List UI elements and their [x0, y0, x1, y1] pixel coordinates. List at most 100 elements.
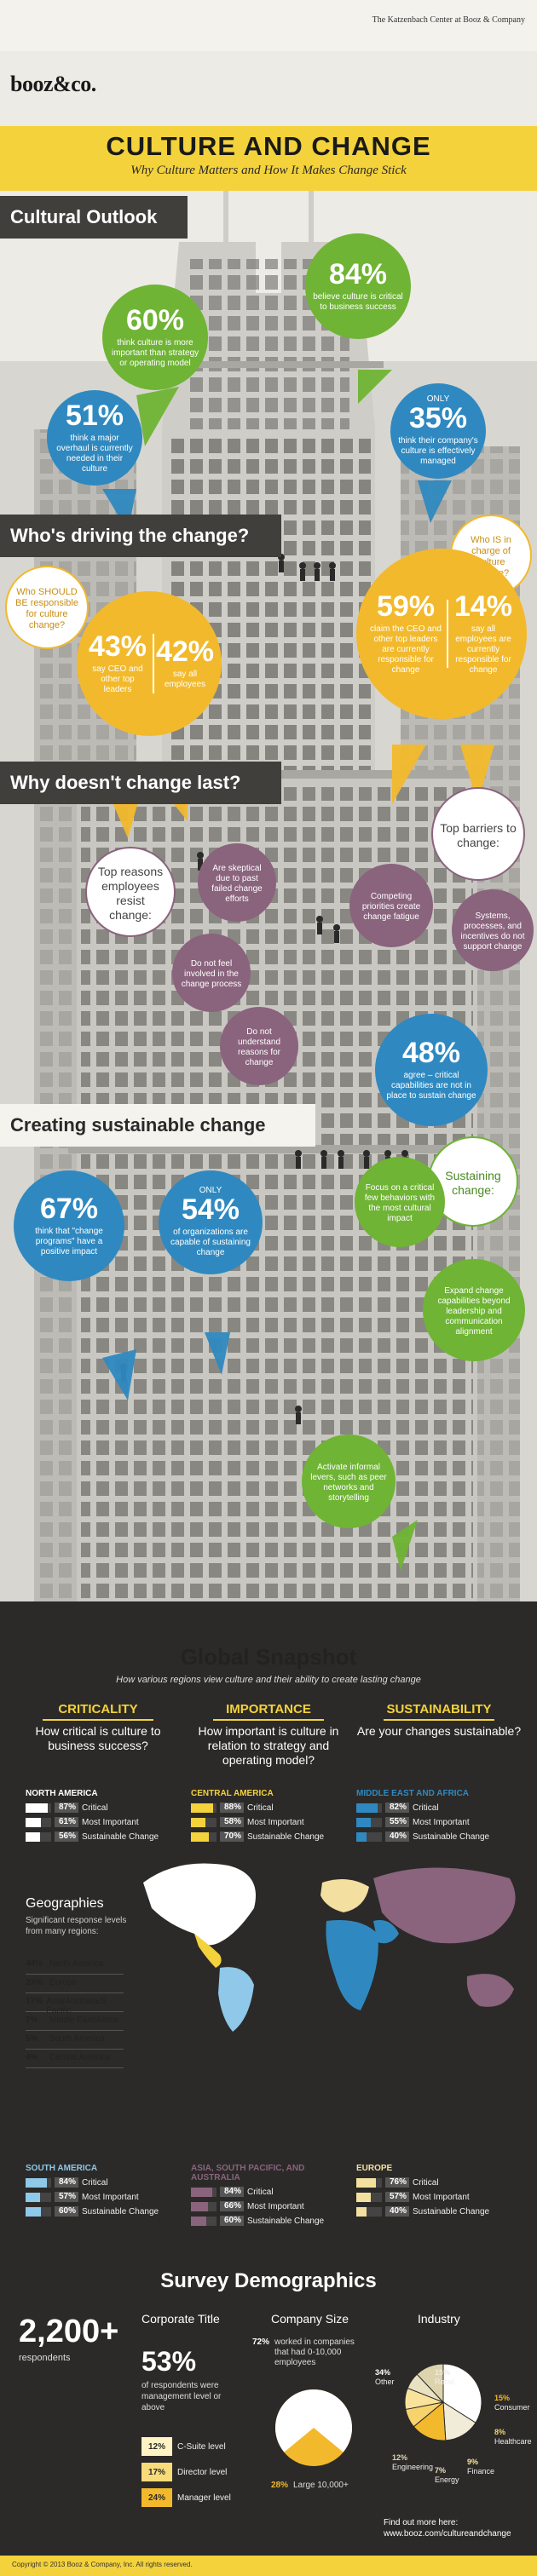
question-should-bubble: Who SHOULD BE responsible for culture ch… — [5, 566, 89, 649]
region-bar — [356, 2192, 382, 2202]
region-bar — [356, 1831, 382, 1842]
geography-pct: 23% — [26, 1978, 43, 1987]
region-pct: 84% — [55, 2177, 78, 2188]
stat-43-group: 43% say CEO and other top leaders — [88, 632, 147, 695]
barrier-priorities-text: Competing priorities create change fatig… — [361, 892, 421, 922]
corporate-swatch: 12% — [141, 2437, 172, 2456]
stat-59-text: claim the CEO and other top leaders are … — [370, 624, 442, 675]
geography-name: Central America — [49, 2053, 111, 2062]
region-bar — [26, 2206, 51, 2217]
map-asia — [373, 1867, 516, 1944]
geography-row: 17% Asia/Australia/S. Pacific — [26, 1997, 124, 2015]
question-charge-text: Who IS in charge of culture change? — [471, 534, 511, 579]
geography-row: 23% Europe — [26, 1978, 124, 1993]
sustain-focus-bubble: Focus on a critical few behaviors with t… — [355, 1157, 445, 1247]
stat-35-value: 35% — [408, 402, 468, 434]
region-asia-pacific: ASIA, SOUTH PACIFIC, AND AUSTRALIA 84% Cri… — [191, 2164, 341, 2229]
stat-14-text: say all employees are currently responsi… — [455, 624, 511, 675]
region-bar-fill — [191, 1803, 214, 1813]
region-pct: 70% — [220, 1831, 244, 1842]
region-bar-fill — [26, 2192, 41, 2202]
company-28-value: 28% — [271, 2481, 289, 2490]
stat-54-bubble: ONLY 54% of organizations are capable of… — [159, 1170, 263, 1274]
section-cultural-outlook: Cultural Outlook — [0, 196, 188, 239]
corporate-row: 17% Director level — [141, 2462, 247, 2482]
corporate-swatch: 17% — [141, 2463, 172, 2481]
geography-name: Asia/Australia/S. Pacific — [46, 1997, 109, 2015]
corporate-row: 24% Manager level — [141, 2487, 247, 2508]
industry-pct: 12% — [392, 2453, 408, 2462]
region-row-label: Critical — [82, 1803, 108, 1813]
geography-name: North America — [49, 1959, 104, 1969]
geography-name: Europe — [49, 1978, 78, 1987]
industry-label: 8% Healthcare — [494, 2428, 532, 2447]
geography-name: South America — [49, 2034, 106, 2044]
geography-pct: 7% — [26, 2015, 38, 2025]
industry-slice — [416, 2363, 444, 2404]
region-pct: 84% — [220, 2187, 244, 2197]
region-row-label: Critical — [413, 1803, 439, 1813]
region-bar-fill — [191, 2201, 208, 2211]
region-row: 56% Sustainable Change — [26, 1831, 176, 1843]
region-row-label: Most Important — [247, 1817, 304, 1827]
question-sustain-text: Sustaining change: — [445, 1169, 501, 1197]
global-snapshot-title: Global Snapshot — [180, 1644, 357, 1670]
region-row: 57% Most Important — [356, 2191, 506, 2203]
region-row-label: Most Important — [82, 2192, 139, 2202]
region-row: 60% Sustainable Change — [26, 2205, 176, 2217]
region-row-label: Critical — [247, 2187, 274, 2197]
region-pct: 88% — [220, 1803, 244, 1813]
region-row: 40% Sustainable Change — [356, 1831, 506, 1843]
industry-label: 15% Consumer — [494, 2394, 530, 2412]
region-row: 58% Most Important — [191, 1816, 341, 1828]
region-row: 70% Sustainable Change — [191, 1831, 341, 1843]
region-bar — [26, 1831, 51, 1842]
booz-logo: booz&co. — [10, 72, 96, 96]
region-pct: 55% — [385, 1817, 409, 1827]
col-rule — [384, 1719, 494, 1721]
company-72-value: 72% — [252, 2337, 270, 2347]
region-bar-fill — [26, 1831, 40, 1842]
industry-label: 9% Finance — [467, 2458, 494, 2476]
find-out-link[interactable]: www.booz.com/cultureandchange — [384, 2529, 511, 2539]
region-row: 88% Critical — [191, 1802, 341, 1814]
geography-row: 7% Middle East/Africa — [26, 2015, 124, 2031]
region-bar-fill — [191, 2216, 206, 2226]
stat-51-bubble: 51% think a major overhaul is currently … — [47, 390, 142, 486]
region-row: 82% Critical — [356, 1802, 506, 1814]
industry-pct: 15% — [435, 2368, 451, 2377]
col-criticality-head: CRITICALITY — [58, 1702, 138, 1716]
industry-pct: 9% — [467, 2458, 479, 2466]
geography-row: 44% North America — [26, 1959, 124, 1975]
region-pct: 58% — [220, 1817, 244, 1827]
corporate-text: of respondents were management level or … — [141, 2381, 222, 2412]
footer-band — [0, 2556, 537, 2576]
find-out-more: Find out more here: www.booz.com/culture… — [384, 2517, 511, 2539]
region-bar — [191, 1831, 217, 1842]
company-28-text: Large 10,000+ — [293, 2481, 349, 2490]
region-name: EUROPE — [356, 2164, 393, 2173]
map-australia — [466, 1974, 514, 2007]
credit-text: The Katzenbach Center at Booz & Company — [372, 15, 525, 25]
industry-name: Finance — [467, 2466, 495, 2475]
stat-59-14-bubble: 59% claim the CEO and other top leaders … — [356, 549, 527, 719]
stat-43-42-bubble: 43% say CEO and other top leaders 42% sa… — [77, 591, 222, 736]
region-europe: EUROPE 76% Critical 57% Most Important 40% Sus… — [356, 2164, 506, 2220]
stat-67-text: think that "change programs" have a posi… — [35, 1227, 103, 1256]
region-name: MIDDLE EAST AND AFRICA — [356, 1789, 470, 1798]
region-bar — [191, 1817, 217, 1827]
stat-35-bubble: ONLY 35% think their company's culture i… — [390, 383, 486, 479]
respondents-value: 2,200+ — [19, 2314, 119, 2349]
map-central-america — [194, 1934, 222, 1968]
corporate-level-name: Director level — [177, 2467, 228, 2477]
region-row-label: Sustainable Change — [413, 1831, 490, 1842]
geography-pct: 44% — [26, 1959, 43, 1969]
copyright-text: Copyright © 2013 Booz & Company, Inc. Al… — [12, 2561, 193, 2568]
region-row: 55% Most Important — [356, 1816, 506, 1828]
stat-43-text: say CEO and other top leaders — [92, 664, 143, 694]
industry-pct: 34% — [375, 2368, 391, 2377]
stat-84-bubble: 84% believe culture is critical to busin… — [305, 233, 411, 339]
sustain-expand-text: Expand change capabilities beyond leader… — [437, 1286, 511, 1337]
reason-understand-bubble: Do not understand reasons for change — [220, 1007, 298, 1085]
sustain-expand-bubble: Expand change capabilities beyond leader… — [423, 1259, 525, 1361]
